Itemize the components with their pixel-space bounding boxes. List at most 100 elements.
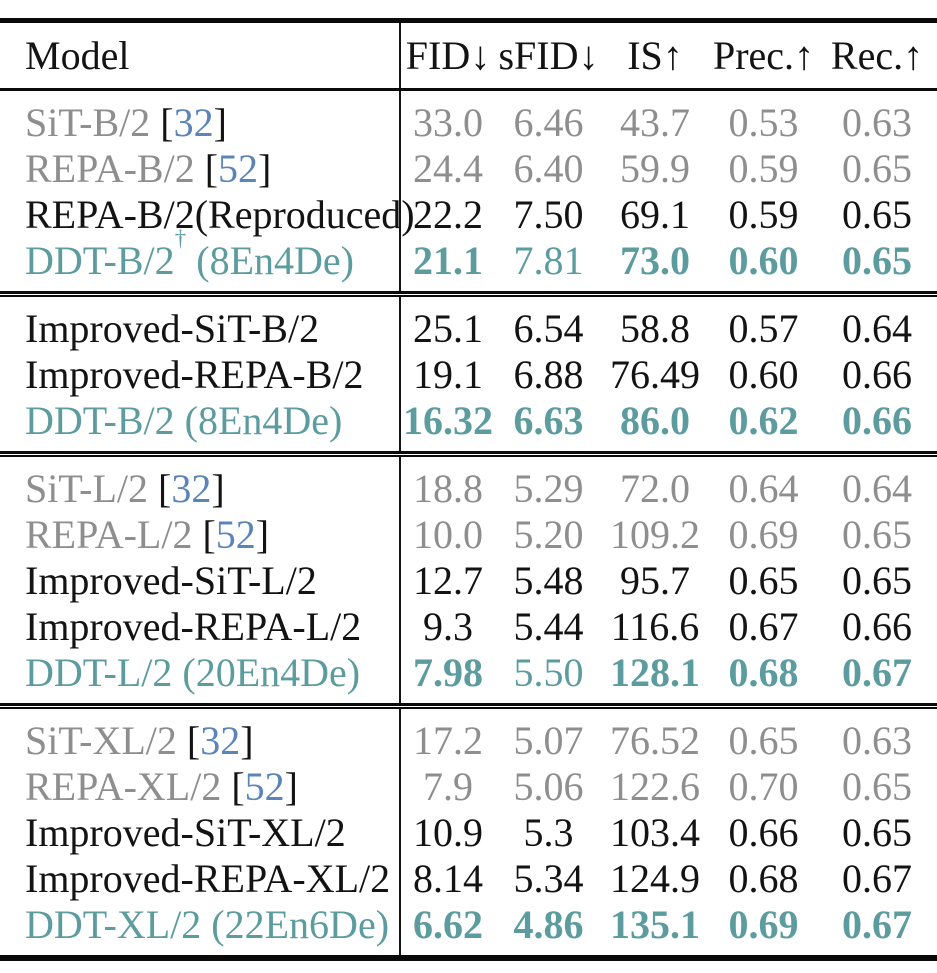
cell-prec: 0.66 [728,809,799,855]
model-name: DDT-L/2 [25,649,173,695]
cell-rec: 0.67 [842,901,912,947]
model-name: REPA-L/2 [25,511,193,557]
table-section-1: SiT-B/2 [32] 33.0 6.46 43.7 0.53 0.63 REPA-B/2… [0,91,937,291]
table-section-4: SiT-XL/2 [32] 17.2 5.07 76.52 0.65 0.63 REPA-X… [0,709,937,955]
cell-sfid: 6.40 [513,145,584,191]
cell-prec: 0.59 [728,145,799,191]
cell-is: 59.9 [620,145,690,191]
table-body: SiT-B/2 [32] 33.0 6.46 43.7 0.53 0.63 REPA-B/2… [0,91,937,955]
cell-rec: 0.65 [842,557,912,603]
cell-rec: 0.66 [842,397,912,443]
model-config-suffix: (20En4De) [172,649,361,695]
cell-is: 109.2 [610,511,700,557]
cell-is: 135.1 [610,901,700,947]
cell-fid: 17.2 [413,717,483,763]
model-name-cell: SiT-L/2 [32] [0,465,399,512]
cell-sfid: 5.20 [513,511,584,557]
section-divider-rule [0,451,937,457]
cell-prec: 0.62 [728,397,799,443]
cite-bracket-open: [ [150,99,174,145]
cell-rec: 0.66 [842,351,912,397]
cell-fid: 10.0 [413,511,483,557]
table-section-3: SiT-L/2 [32] 18.8 5.29 72.0 0.64 0.64 REPA-L/2… [0,457,937,703]
citation-link[interactable]: 52 [218,145,259,191]
model-name: Improved-SiT-XL/2 [25,809,346,855]
cell-prec: 0.69 [728,511,799,557]
cell-rec: 0.67 [842,855,912,901]
model-name-cell: SiT-B/2 [32] [0,99,399,146]
model-name-cell: SiT-XL/2 [32] [0,717,399,764]
model-name-cell: Improved-SiT-L/2 [0,557,399,604]
cell-is: 73.0 [620,237,690,283]
citation-link[interactable]: 32 [173,99,214,145]
table-bottom-rule [0,955,937,961]
table-row: SiT-B/2 [32] 33.0 6.46 43.7 0.53 0.63 [0,99,937,145]
model-name: Improved-REPA-B/2 [25,351,364,397]
cell-is: 122.6 [610,763,700,809]
cell-fid: 8.14 [413,855,483,901]
cell-is: 124.9 [610,855,700,901]
cell-is: 43.7 [620,99,690,145]
cell-sfid: 5.44 [513,603,584,649]
cite-bracket-close: ] [255,511,270,557]
cell-rec: 0.65 [842,237,912,283]
cell-is: 69.1 [620,191,690,237]
column-separator-line [399,457,401,703]
citation-link[interactable]: 52 [215,511,256,557]
cite-bracket-open: [ [176,717,201,763]
cell-sfid: 5.48 [513,557,584,603]
cite-bracket-open: [ [221,763,245,809]
section-divider-rule [0,703,937,709]
cell-prec: 0.57 [728,305,799,351]
model-name: Improved-REPA-XL/2 [25,855,391,901]
cell-sfid: 6.88 [513,351,584,397]
cell-sfid: 5.07 [513,717,584,763]
cell-is: 128.1 [610,649,700,695]
cell-sfid: 4.86 [513,901,584,947]
cell-fid: 19.1 [413,351,483,397]
cell-prec: 0.64 [728,465,799,511]
cell-fid: 7.98 [413,649,483,695]
model-name-cell: REPA-L/2 [52] [0,511,399,558]
table-row: SiT-L/2 [32] 18.8 5.29 72.0 0.64 0.64 [0,465,937,511]
cell-rec: 0.64 [842,305,912,351]
model-name-cell: REPA-B/2(Reproduced) [0,191,415,238]
column-header-is: IS↑ [627,33,683,78]
cite-bracket-open: [ [194,145,219,191]
cell-is: 103.4 [610,809,700,855]
model-name: REPA-B/2 [25,145,195,191]
cell-fid: 22.2 [413,191,483,237]
model-name-cell: Improved-SiT-XL/2 [0,809,399,856]
citation-link[interactable]: 32 [200,717,241,763]
model-name: DDT-XL/2 [25,901,202,947]
column-header-prec: Prec.↑ [712,33,815,78]
model-name: DDT-B/2 [25,237,175,283]
table-top-rule [0,18,937,23]
cell-is: 72.0 [620,465,690,511]
cell-sfid: 7.81 [513,237,584,283]
citation-link[interactable]: 52 [244,763,285,809]
column-header-rec: Rec.↑ [830,33,924,78]
cell-is: 76.52 [610,717,700,763]
cell-rec: 0.63 [842,717,912,763]
table-row: DDT-B/2† (8En4De) 21.1 7.81 73.0 0.60 0.65 [0,228,937,283]
citation-link[interactable]: 32 [171,465,212,511]
cell-prec: 0.65 [728,557,799,603]
model-config-suffix: (8En4De) [174,397,343,443]
cell-rec: 0.65 [842,511,912,557]
cell-prec: 0.68 [728,649,799,695]
table-row: REPA-L/2 [52] 10.0 5.20 109.2 0.69 0.65 [0,511,937,557]
table-row: DDT-B/2 (8En4De) 16.32 6.63 86.0 0.62 0.66 [0,397,937,443]
cell-is: 86.0 [620,397,690,443]
cell-fid: 16.32 [403,397,493,443]
cite-bracket-close: ] [284,763,298,809]
cell-rec: 0.65 [842,809,912,855]
model-name-cell: DDT-B/2 (8En4De) [0,397,399,444]
cite-bracket-close: ] [213,99,227,145]
cite-bracket-close: ] [211,465,225,511]
cell-rec: 0.64 [842,465,912,511]
model-name: SiT-XL/2 [25,717,177,763]
cell-is: 76.49 [610,351,700,397]
cell-fid: 18.8 [413,465,483,511]
